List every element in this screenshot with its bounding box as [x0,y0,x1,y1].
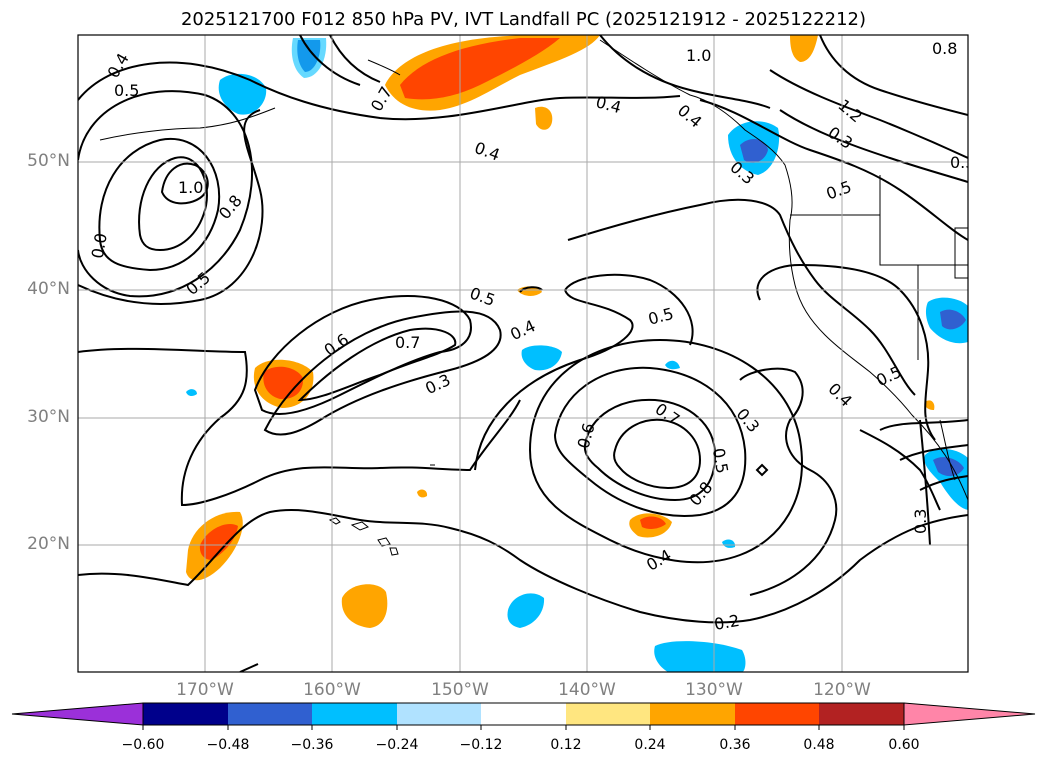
coastlines [99,39,968,556]
contour-label: 0.5 [709,447,732,475]
contour-label: 0.3 [911,509,930,534]
map-panel: 0.4 0.5 1.0 0.8 0.5 0.0 0.6 0.7 0.7 0.3 … [78,35,975,672]
lon-label: 160°W [303,680,361,700]
colorbar-bin [397,703,481,725]
colorbar-tick-label: 0.12 [550,737,582,753]
shade-cold-coast-bc-core [740,138,768,163]
colorbar-tick-label: 0.36 [719,737,751,753]
shade-warm-east-dot [924,400,935,410]
colorbar-bin [228,703,312,725]
shade-cold-bottom [654,641,746,672]
lon-label: 120°W [813,680,871,700]
colorbar-bin [312,703,397,725]
contour-label: 0.5 [114,81,139,100]
colorbar-bin [566,703,650,725]
colorbar-max-extend [903,702,1036,726]
contour-label: 0.7 [395,333,420,352]
colorbar-bin [650,703,735,725]
graticule [78,35,968,672]
lon-label: 140°W [558,680,616,700]
colorbar-tick-label: −0.12 [459,737,503,753]
lon-label: 130°W [685,680,743,700]
map-title: 2025121700 F012 850 hPa PV, IVT Landfall… [180,9,867,30]
colorbar-bin [143,703,228,725]
shade-warm-gulf-alaska-core [400,38,560,100]
shade-cold-east-core [940,309,966,330]
colorbar-tick-label: 0.60 [888,737,920,753]
shade-warm-small [535,106,553,130]
colorbar-min-extend [11,702,144,726]
colorbar-tick-label: −0.48 [206,737,250,753]
shade-warm-west-1-core [263,366,304,400]
colorbar-tick-label: −0.60 [121,737,165,753]
shade-warm-south [341,584,388,628]
contour-label: 1.0 [686,46,711,65]
contour-label: 0.8 [932,39,957,58]
colorbar-tick-label: −0.36 [290,737,334,753]
colorbar-bin [819,703,904,725]
contour-label: 0.3 [950,153,975,172]
contour-label: 0.2 [713,611,741,634]
shade-warm-cent-south-core [640,516,666,529]
shade-cold-baja-core [933,457,964,477]
contour-label: 1.0 [178,178,203,197]
lat-label: 30°N [27,407,70,427]
lat-label: 50°N [27,151,70,171]
pv-shading [186,35,968,672]
shade-cold-dot-3 [722,539,736,548]
colorbar-tick-label: 0.48 [803,737,835,753]
colorbar-tick-label: −0.24 [375,737,419,753]
colorbar-bin [735,703,819,725]
shade-cold-dot [665,360,680,370]
shade-warm-ne [790,35,818,62]
shade-cold-nw-edge [291,38,327,78]
colorbar-tick-label: 0.24 [634,737,666,753]
contour-label: 0.0 [88,232,111,260]
lon-label: 150°W [431,680,489,700]
lon-label: 170°W [176,680,234,700]
shade-cold-cent [521,345,562,371]
shade-cold-south [507,593,545,628]
shade-warm-hawaii-dot [417,489,428,498]
colorbar [11,702,1036,730]
colorbar-bin [481,703,566,725]
shade-cold-aleutian [218,73,267,115]
map-frame [77,34,969,673]
shade-cold-dot-2 [186,389,197,397]
lat-label: 20°N [27,534,70,554]
shade-warm-west-2-core [199,524,238,560]
lat-label: 40°N [27,279,70,299]
